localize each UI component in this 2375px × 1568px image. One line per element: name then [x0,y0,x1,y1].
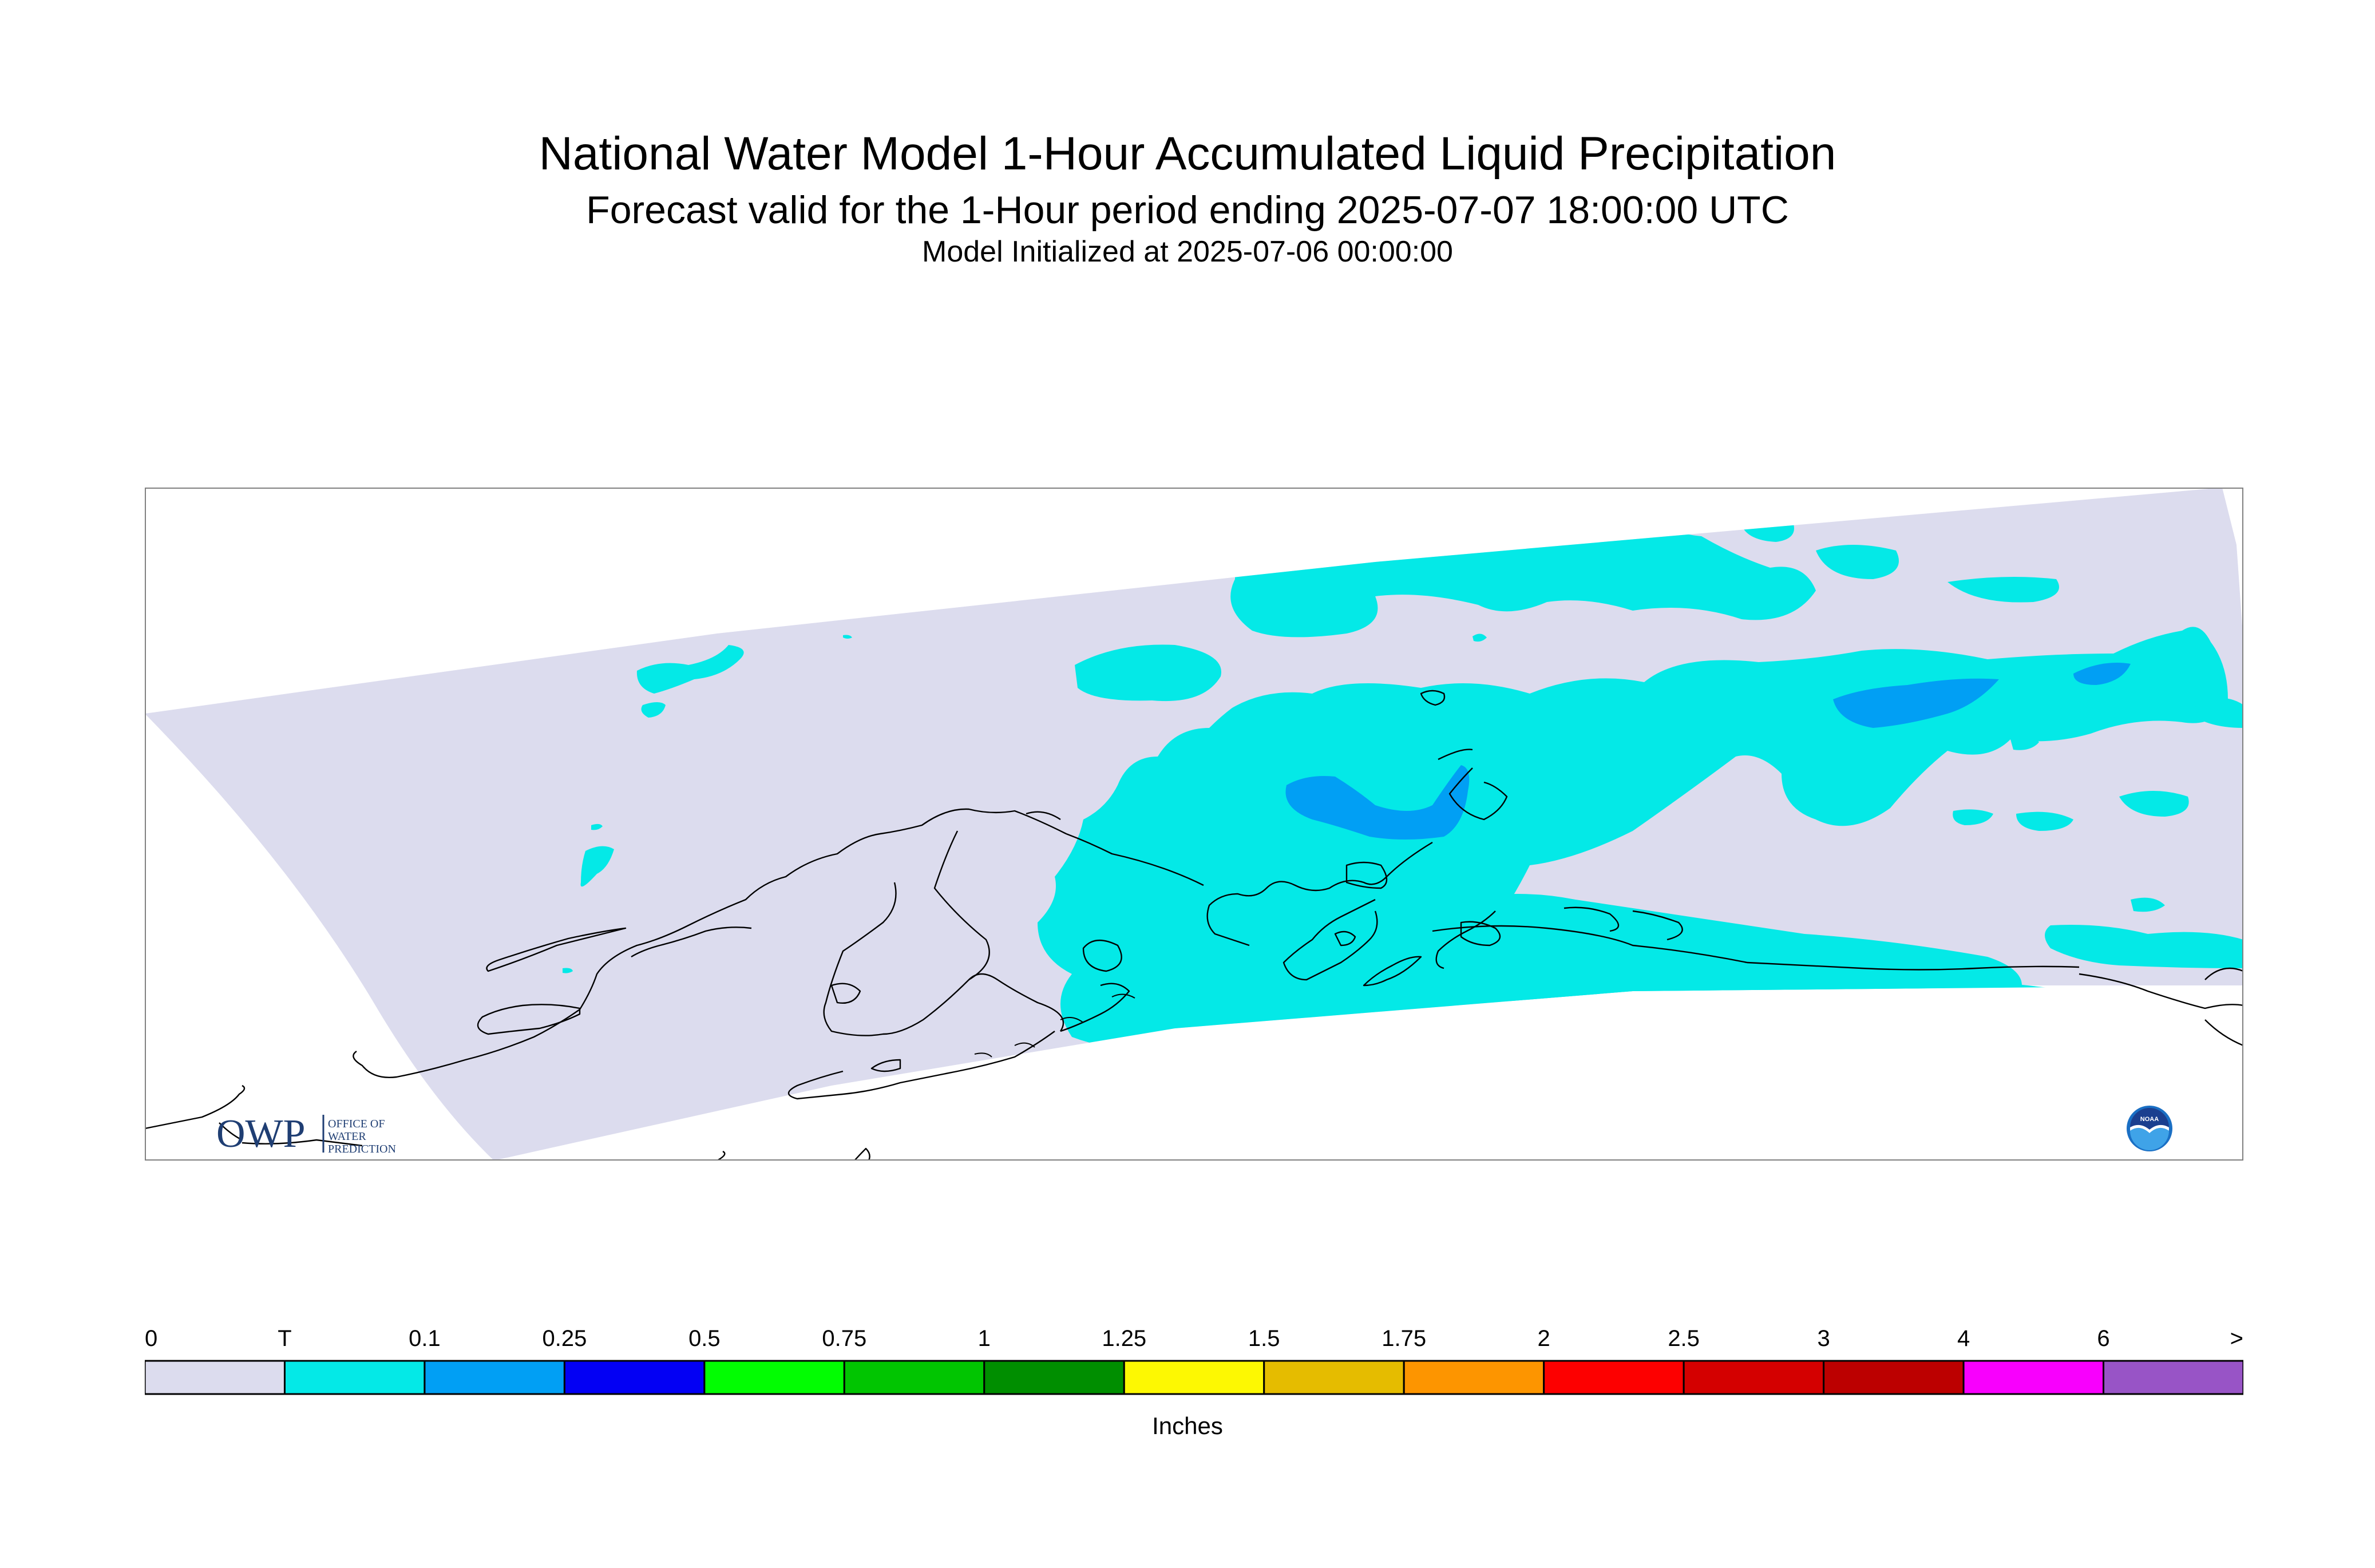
legend-swatch [703,1360,845,1395]
legend-tick-label: 6 [2097,1326,2109,1351]
legend-swatch [1823,1360,1965,1395]
legend-swatch [1962,1360,2105,1395]
legend-swatch [1683,1360,1825,1395]
legend-tick-label: 2 [1538,1326,1550,1351]
legend-tick-label: 0 [145,1326,157,1351]
owp-logo-line1: OFFICE OF [328,1118,385,1130]
noaa-logo: NOAA [2127,1106,2172,1151]
legend-swatch [2103,1360,2243,1395]
noaa-logo-text: NOAA [2140,1116,2159,1123]
precipitation-map: OWP OFFICE OF WATER PREDICTION NOAA [145,488,2243,1161]
island-marks [974,993,1135,1058]
map-subtitle: Forecast valid for the 1-Hour period end… [586,188,1789,232]
model-init-text: Model Initialized at 2025-07-06 00:00:00 [922,235,1453,268]
legend-tick-label: 1.25 [1102,1326,1146,1351]
legend-tick-label: 0.75 [822,1326,866,1351]
legend-tick-label: > [2230,1326,2243,1351]
legend-tick-label: 2.5 [1668,1326,1700,1351]
legend-units: Inches [1152,1412,1223,1439]
legend-swatch [1263,1360,1405,1395]
legend-tick-label: 1.5 [1248,1326,1280,1351]
color-legend: 0 T 0.1 0.25 0.5 0.75 1 1.25 1.5 1.75 2 2.5 3 4 6 > [145,1326,2243,1395]
legend-swatch [283,1360,426,1395]
legend-tick-label: 0.1 [409,1326,441,1351]
legend-swatch [1123,1360,1265,1395]
owp-logo-line2: WATER [328,1130,366,1143]
legend-tick-label: T [278,1326,291,1351]
legend-swatch [423,1360,565,1395]
legend-tick-label: 1 [978,1326,991,1351]
legend-swatch [1403,1360,1545,1395]
owp-logo-line3: PREDICTION [328,1143,396,1155]
legend-tick-label: 0.5 [688,1326,721,1351]
map-title: National Water Model 1-Hour Accumulated … [539,128,1836,180]
legend-tick-label: 3 [1817,1326,1830,1351]
legend-swatch [983,1360,1125,1395]
legend-swatch [1543,1360,1685,1395]
legend-tick-label: 0.25 [542,1326,587,1351]
legend-swatch [843,1360,985,1395]
map-frame [145,488,2243,1161]
legend-swatch [145,1360,286,1395]
legend-tick-label: 1.75 [1382,1326,1426,1351]
legend-swatch [563,1360,706,1395]
owp-logo: OWP OFFICE OF WATER PREDICTION [216,1112,396,1156]
coastlines [145,690,2243,1161]
owp-logo-mark: OWP [216,1112,306,1156]
legend-tick-label: 4 [1957,1326,1970,1351]
